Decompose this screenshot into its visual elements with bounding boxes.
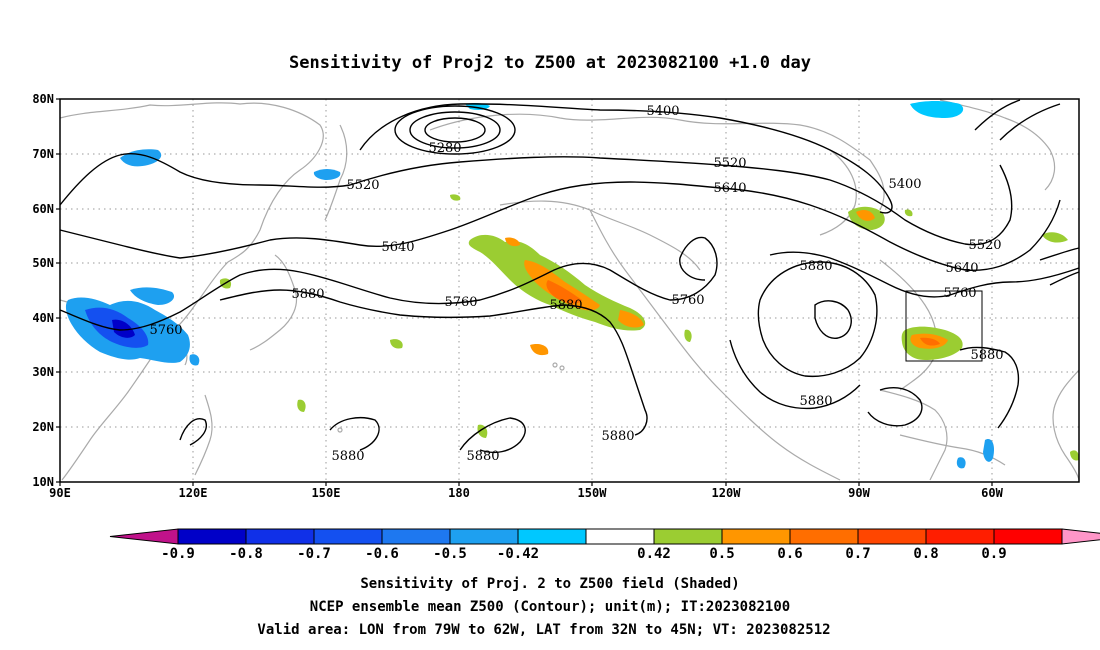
valid-area-box xyxy=(905,290,983,362)
map-panel: 5400 5280 5520 5520 5640 5400 5520 5640 … xyxy=(59,98,1080,483)
lon-tick-label: 90E xyxy=(49,486,71,500)
longitude-labels: 90E 120E 150E 180 150W 120W 90W 60W xyxy=(49,482,1004,500)
contour-labels: 5400 5280 5520 5520 5640 5400 5520 5640 … xyxy=(149,104,1003,464)
contour-label: 5760 xyxy=(671,293,704,308)
lat-tick-label: 70N xyxy=(32,147,54,161)
contour-label: 5880 xyxy=(970,348,1003,363)
colorbar-swatch xyxy=(993,528,1063,545)
lat-tick-label: 80N xyxy=(32,92,54,106)
colorbar-swatch xyxy=(585,528,655,545)
footer-line-3: Valid area: LON from 79W to 62W, LAT fro… xyxy=(257,622,830,638)
colorbar-label: -0.7 xyxy=(297,546,331,562)
footer-line-2: NCEP ensemble mean Z500 (Contour); unit(… xyxy=(310,599,790,615)
lat-tick-label: 50N xyxy=(32,256,54,270)
contour-label: 5760 xyxy=(444,295,477,310)
colorbar-label: 0.6 xyxy=(777,546,802,562)
contour-label: 5520 xyxy=(968,238,1001,253)
lon-tick-label: 150W xyxy=(578,486,608,500)
lon-tick-label: 120E xyxy=(179,486,208,500)
latitude-labels: 80N 70N 60N 50N 40N 30N 20N 10N xyxy=(32,92,60,489)
lon-tick-label: 180 xyxy=(448,486,470,500)
lat-tick-label: 60N xyxy=(32,202,54,216)
colorbar-label: 0.42 xyxy=(637,546,671,562)
colorbar-label: -0.5 xyxy=(433,546,467,562)
lat-tick-label: 30N xyxy=(32,365,54,379)
contour-label: 5400 xyxy=(646,104,679,119)
contour-label: 5880 xyxy=(291,287,324,302)
colorbar-swatch xyxy=(925,528,995,545)
footer-line-1: Sensitivity of Proj. 2 to Z500 field (Sh… xyxy=(360,576,739,592)
contour-label: 5880 xyxy=(601,429,634,444)
lat-tick-label: 40N xyxy=(32,311,54,325)
colorbar-swatch xyxy=(857,528,927,545)
contour-label: 5520 xyxy=(713,156,746,171)
colorbar-label: -0.9 xyxy=(161,546,195,562)
contour-label: 5640 xyxy=(381,240,414,255)
colorbar-label: 0.5 xyxy=(709,546,734,562)
lon-tick-label: 90W xyxy=(848,486,870,500)
colorbar-swatch xyxy=(653,528,723,545)
colorbar-swatch xyxy=(177,528,247,545)
colorbar-label: -0.8 xyxy=(229,546,263,562)
contours xyxy=(59,99,1080,454)
lon-tick-label: 150E xyxy=(312,486,341,500)
map-frame xyxy=(59,98,1080,483)
colorbar-label: 0.9 xyxy=(981,546,1006,562)
colorbar-label: -0.6 xyxy=(365,546,399,562)
colorbar-swatch xyxy=(313,528,383,545)
lat-tick-label: 10N xyxy=(32,475,54,489)
lat-tick-label: 20N xyxy=(32,420,54,434)
colorbar-swatch xyxy=(449,528,519,545)
contour-label: 5640 xyxy=(713,181,746,196)
colorbar-swatch xyxy=(381,528,451,545)
colorbar-swatch xyxy=(789,528,859,545)
contour-label: 5400 xyxy=(888,177,921,192)
lon-tick-label: 60W xyxy=(981,486,1003,500)
chart-title: Sensitivity of Proj2 to Z500 at 20230821… xyxy=(289,53,811,73)
gridlines xyxy=(60,99,1079,482)
colorbar-label: 0.8 xyxy=(913,546,938,562)
contour-label: 5640 xyxy=(945,261,978,276)
colorbar-swatch xyxy=(721,528,791,545)
contour-label: 5880 xyxy=(466,449,499,464)
contour-label: 5520 xyxy=(346,178,379,193)
colorbar-label: 0.7 xyxy=(845,546,870,562)
colorbar-swatch xyxy=(517,528,587,545)
contour-label: 5760 xyxy=(149,323,182,338)
contour-label: 5880 xyxy=(799,259,832,274)
contour-label: 5760 xyxy=(943,286,976,301)
colorbar-label: -0.42 xyxy=(497,546,539,562)
contour-label: 5880 xyxy=(549,298,582,313)
colorbar-arrow-low xyxy=(109,528,179,545)
colorbar-arrow-high xyxy=(1061,528,1100,545)
lon-tick-label: 120W xyxy=(712,486,742,500)
colorbar-swatch xyxy=(245,528,315,545)
contour-label: 5880 xyxy=(331,449,364,464)
shading-positive xyxy=(219,194,1080,461)
colorbar: -0.9 -0.8 -0.7 -0.6 -0.5 -0.42 0.42 0.5 0.6 0.7 0.… xyxy=(109,528,1100,562)
contour-label: 5880 xyxy=(799,394,832,409)
contour-label: 5280 xyxy=(428,141,461,156)
